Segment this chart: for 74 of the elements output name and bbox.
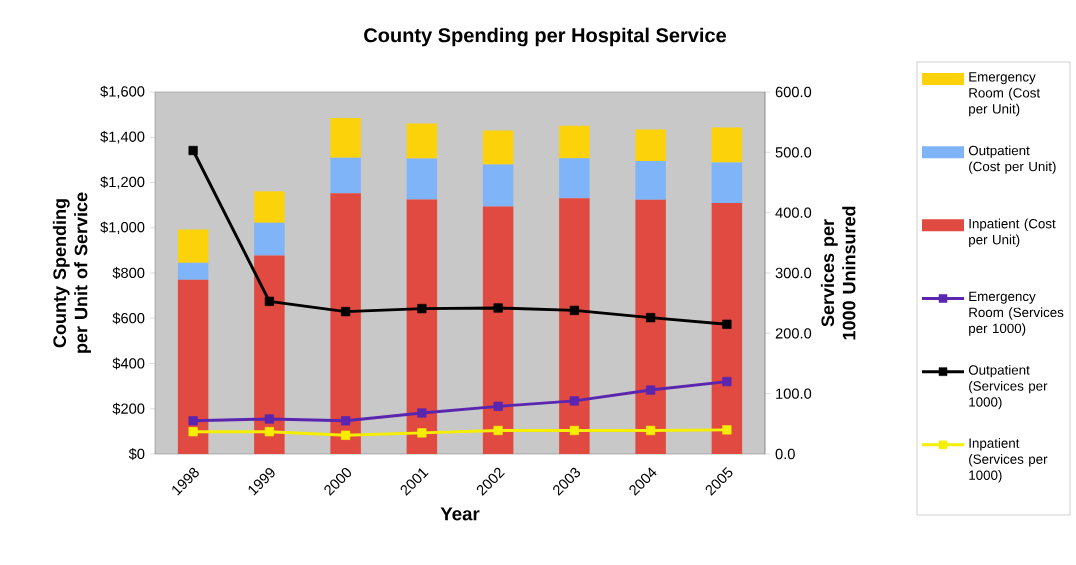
y2-tick-label: 100.0 — [776, 388, 812, 399]
point — [341, 416, 351, 426]
point — [188, 427, 198, 437]
chart-title: County Spending per Hospital Service — [364, 27, 727, 47]
bar — [330, 118, 361, 158]
bar — [406, 199, 438, 454]
bar — [254, 255, 285, 454]
bar — [330, 157, 361, 194]
bar — [177, 279, 209, 454]
x-axis-title: Year — [440, 507, 480, 521]
point — [569, 396, 579, 406]
y2-tick-label: 200.0 — [775, 328, 812, 339]
bar — [406, 123, 438, 159]
legend-label: Inpatient (Services per 1000) — [969, 438, 1048, 483]
bar — [482, 164, 514, 207]
point — [417, 408, 427, 418]
bar — [482, 130, 514, 165]
point — [646, 385, 656, 395]
point — [188, 416, 198, 426]
y-axis-title: County Spending per Unit of Service — [52, 192, 91, 353]
legend-label: Emergency Room (Cost per Unit) — [969, 72, 1041, 117]
point — [493, 401, 503, 411]
point — [722, 376, 732, 387]
bar — [559, 158, 590, 199]
legend-label: Outpatient (Cost per Unit) — [968, 145, 1056, 174]
point — [264, 414, 274, 424]
y-tick-label: $1,600 — [100, 85, 145, 99]
bar — [482, 206, 514, 454]
legend-label: Emergency Room (Services per 1000) — [969, 291, 1064, 336]
bar — [559, 198, 590, 454]
point — [341, 430, 351, 440]
point — [417, 303, 427, 314]
y2-tick-label: 400.0 — [775, 207, 812, 218]
bar — [406, 158, 438, 200]
point — [264, 427, 274, 437]
y2-axis-title: Services per 1000 Uninsured — [820, 206, 856, 340]
y-tick-label: $200 — [112, 402, 145, 415]
y-tick-label: $0 — [128, 448, 145, 460]
y-tick-label: $800 — [112, 267, 145, 279]
point — [646, 425, 656, 436]
legend-label: Inpatient (Cost per Unit) — [969, 218, 1056, 248]
point — [188, 145, 198, 156]
point — [722, 319, 732, 329]
y-tick-label: $1,400 — [100, 130, 145, 144]
bar — [177, 229, 209, 263]
y2-tick-label: 300.0 — [775, 267, 812, 279]
bar — [254, 222, 285, 256]
bar — [330, 193, 361, 454]
bar — [177, 262, 209, 280]
point — [722, 425, 732, 435]
point — [341, 307, 351, 317]
bar — [711, 127, 743, 163]
y2-tick-label: 600.0 — [775, 86, 812, 98]
bar — [711, 203, 743, 454]
bar — [635, 129, 666, 162]
y-tick-label: $600 — [112, 312, 145, 325]
y-tick-label: $400 — [112, 357, 145, 370]
point — [569, 305, 579, 316]
point — [264, 296, 274, 306]
point — [646, 313, 656, 323]
y-tick-label: $1,000 — [100, 221, 145, 235]
y-tick-label: $1,200 — [100, 176, 145, 189]
bar — [254, 191, 285, 223]
point — [569, 425, 579, 436]
bar — [711, 162, 743, 204]
bar — [635, 199, 666, 454]
point — [493, 425, 503, 436]
y2-tick-label: 0.0 — [775, 448, 795, 460]
bar — [559, 125, 590, 159]
point — [417, 428, 427, 438]
legend-label: Outpatient (Services per 1000) — [968, 364, 1048, 410]
y2-tick-label: 500.0 — [775, 147, 812, 158]
bar — [635, 161, 666, 200]
point — [493, 303, 503, 313]
